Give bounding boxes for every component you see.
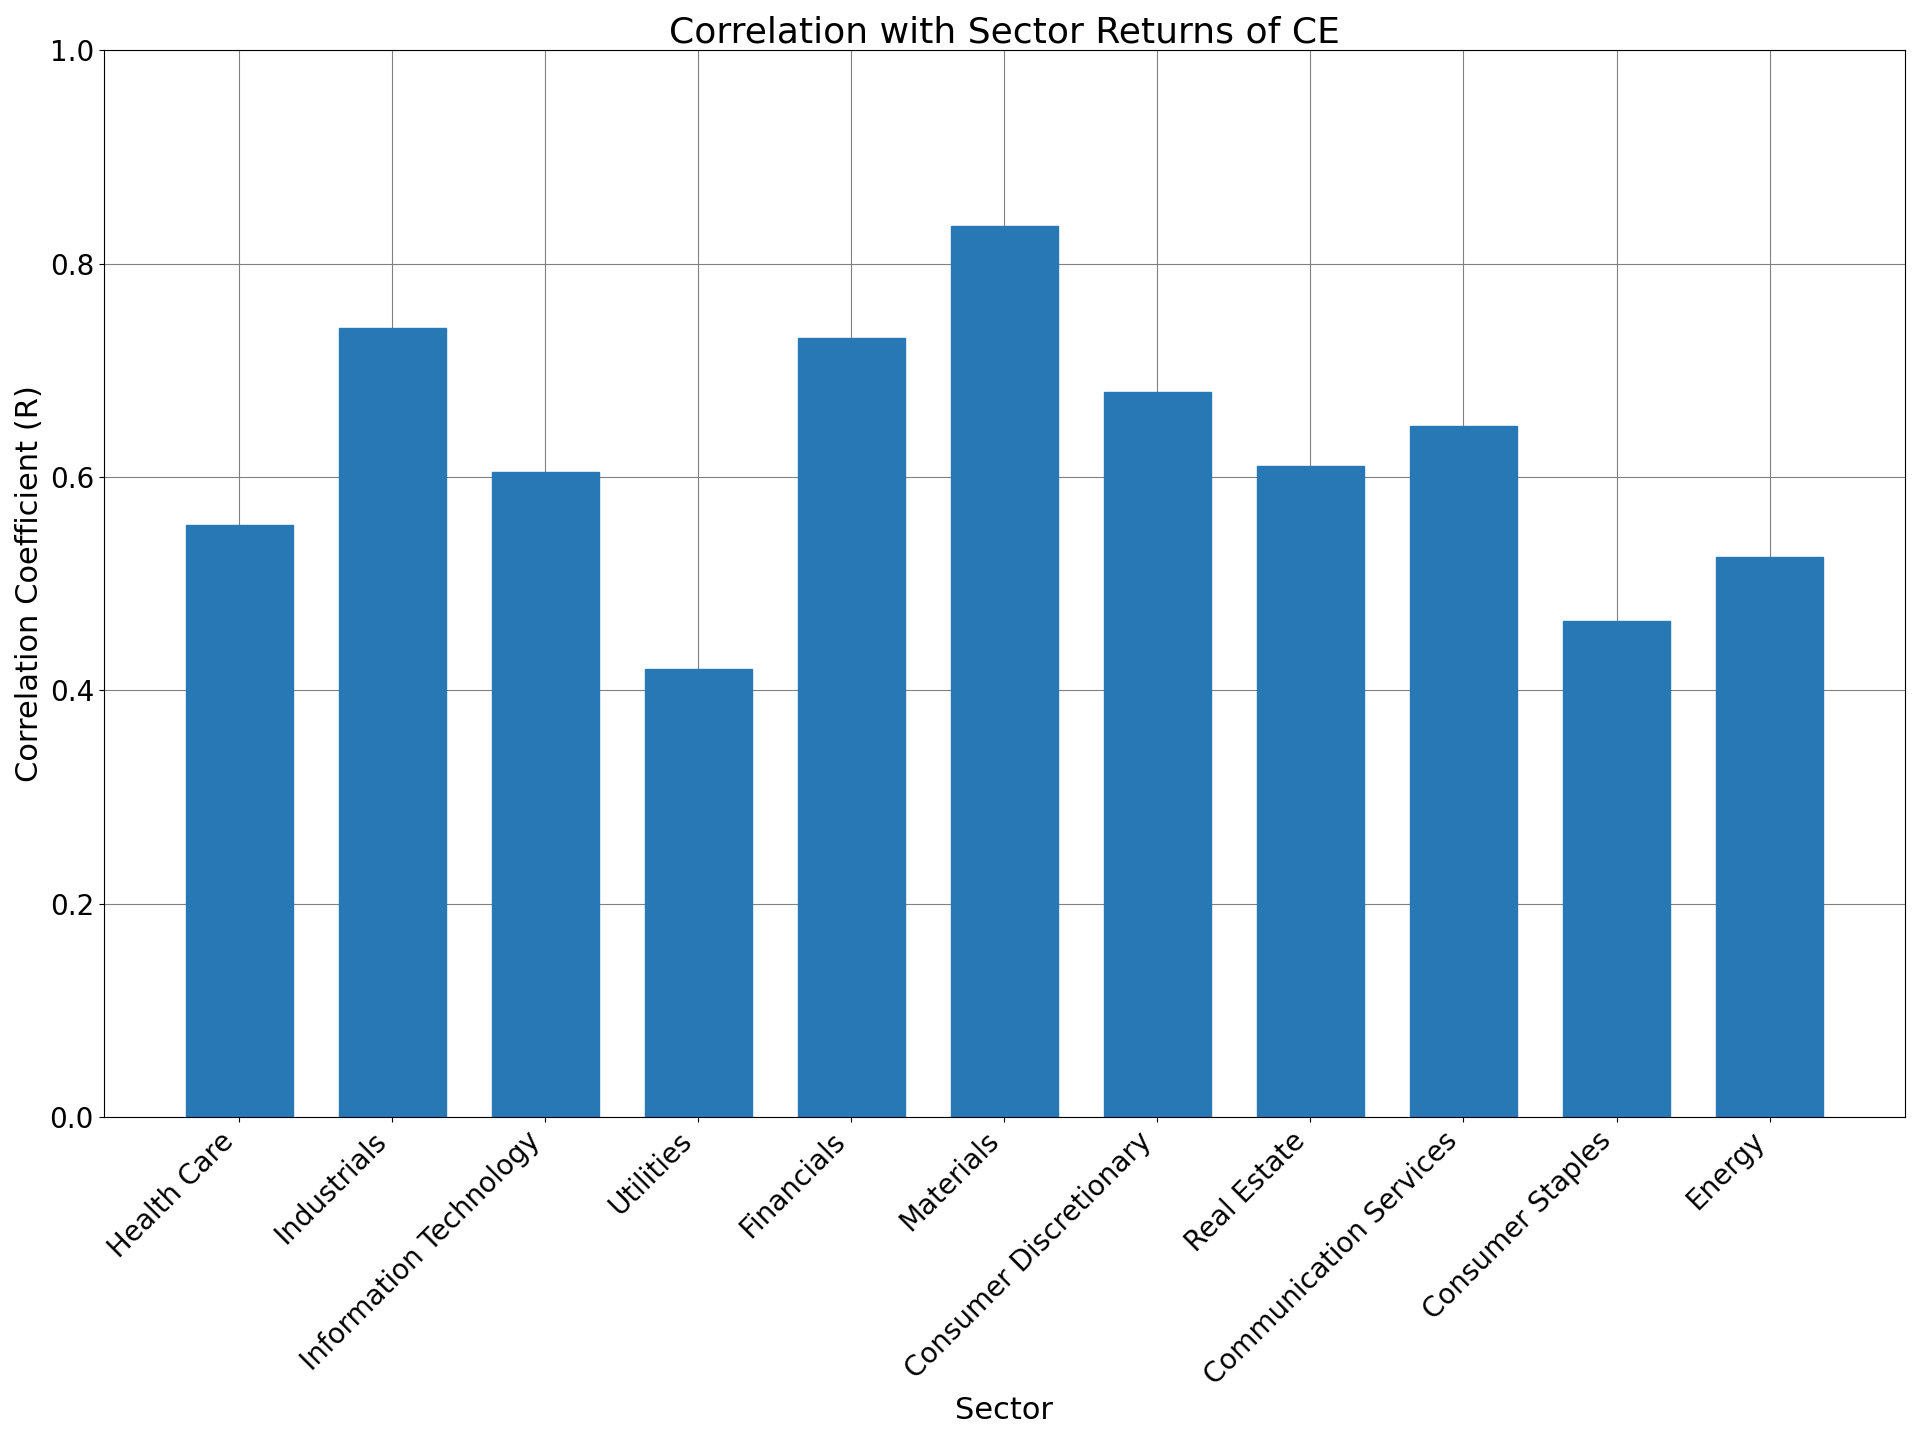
Bar xyxy=(186,526,292,1117)
Bar xyxy=(1258,467,1363,1117)
Bar xyxy=(492,472,599,1117)
Title: Correlation with Sector Returns of CE: Correlation with Sector Returns of CE xyxy=(668,14,1340,49)
Y-axis label: Correlation Coefficient (R): Correlation Coefficient (R) xyxy=(15,386,44,782)
Bar xyxy=(338,328,445,1117)
X-axis label: Sector: Sector xyxy=(956,1395,1054,1426)
Bar xyxy=(645,670,753,1117)
Bar xyxy=(1563,621,1670,1117)
Bar xyxy=(1716,557,1824,1117)
Bar xyxy=(1409,426,1517,1117)
Bar xyxy=(797,338,904,1117)
Bar xyxy=(950,226,1058,1117)
Bar xyxy=(1104,392,1212,1117)
